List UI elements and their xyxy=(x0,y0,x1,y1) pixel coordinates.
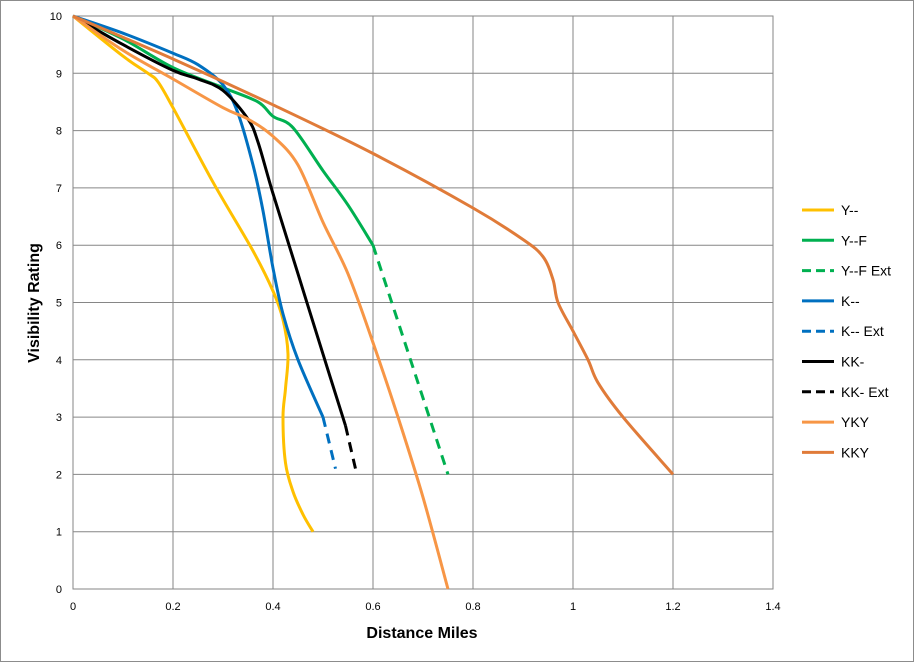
series-line-y xyxy=(72,14,315,533)
horizontal-gridlines xyxy=(73,15,773,590)
legend-label-kk-ext: KK- Ext xyxy=(841,384,889,400)
x-tick-label: 1.4 xyxy=(765,601,780,613)
y-tick-label: 9 xyxy=(56,68,62,80)
legend-label-y-f-ext: Y--F Ext xyxy=(841,263,891,279)
x-axis-title: Distance Miles xyxy=(366,625,477,642)
series-line-k-ext xyxy=(321,416,337,470)
y-tick-label: 5 xyxy=(56,298,62,310)
series-line-k xyxy=(72,14,325,418)
series-line-y-f xyxy=(72,14,375,246)
legend-label-kk: KK- xyxy=(841,354,865,370)
series-line-y-f-ext xyxy=(371,244,450,475)
plot-area-border xyxy=(72,15,774,590)
x-tick-label: 0.8 xyxy=(465,601,480,613)
series-line-kk xyxy=(72,14,347,427)
x-tick-label: 0.4 xyxy=(265,601,280,613)
x-tick-label: 1.2 xyxy=(665,601,680,613)
y-tick-label: 7 xyxy=(56,183,62,195)
x-tick-label: 1 xyxy=(570,601,576,613)
y-tick-label: 6 xyxy=(56,240,62,252)
y-tick-label: 10 xyxy=(50,11,62,23)
y-tick-label: 2 xyxy=(56,469,62,481)
y-tick-labels: 0 1 2 3 4 5 6 7 8 9 10 xyxy=(50,11,62,596)
y-tick-label: 0 xyxy=(56,584,62,596)
legend-label-yky: YKY xyxy=(841,414,870,430)
legend-label-y-f: Y--F xyxy=(841,232,867,248)
legend: Y-- Y--F Y--F Ext K-- K-- Ext KK- KK- Ext YKY KK… xyxy=(802,202,891,460)
x-tick-label: 0 xyxy=(70,601,76,613)
y-tick-label: 8 xyxy=(56,126,62,138)
legend-label-k: K-- xyxy=(841,293,860,309)
series-line-yky xyxy=(72,14,450,590)
x-tick-labels: 0 0.2 0.4 0.6 0.8 1 1.2 1.4 xyxy=(70,601,781,613)
y-axis-title: Visibility Rating xyxy=(26,243,43,363)
series-line-kk-ext xyxy=(344,425,357,470)
series-lines xyxy=(72,14,675,590)
y-tick-label: 4 xyxy=(56,355,62,367)
x-tick-label: 0.2 xyxy=(165,601,180,613)
y-tick-label: 3 xyxy=(56,412,62,424)
y-tick-label: 1 xyxy=(56,527,62,539)
legend-label-kky: KKY xyxy=(841,444,870,460)
series-line-kky xyxy=(72,14,675,476)
legend-label-y: Y-- xyxy=(841,202,859,218)
x-tick-label: 0.6 xyxy=(365,601,380,613)
legend-label-k-ext: K-- Ext xyxy=(841,323,884,339)
